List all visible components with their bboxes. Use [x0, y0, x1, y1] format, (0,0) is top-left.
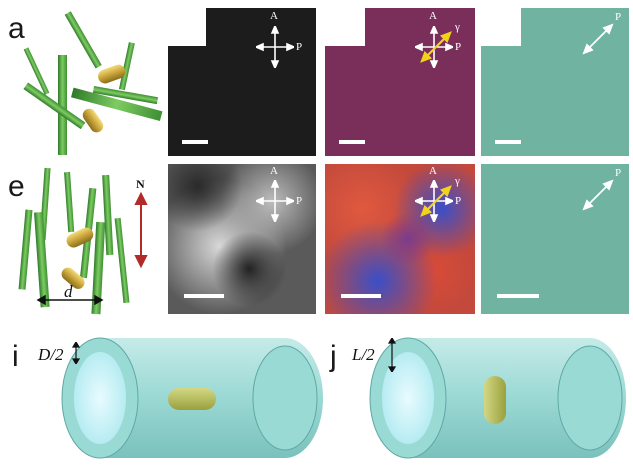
polarizer-cross-icon — [256, 26, 294, 68]
micrograph-g: A γ P — [325, 164, 475, 314]
rod — [23, 47, 50, 95]
gold-particle — [168, 388, 216, 410]
spacing-arrow — [36, 294, 104, 306]
scale-bar — [339, 140, 365, 144]
scale-bar — [182, 140, 208, 144]
scale-bar — [497, 294, 539, 298]
polarizer-label: P — [615, 11, 622, 23]
polarizer-cross-icon — [415, 180, 453, 222]
cylinder-inner-hole — [74, 352, 126, 444]
cylinder-illustration-j — [369, 337, 626, 459]
analyzer-label: A — [429, 10, 437, 22]
polarizer-label: P — [296, 41, 303, 53]
cylinder-far-end — [252, 345, 318, 451]
micrograph-f: A P — [168, 164, 316, 314]
rod — [23, 82, 86, 130]
cylinder-radius-label-j: L/2 — [352, 345, 375, 364]
analyzer-label: A — [429, 165, 437, 177]
panel-notch — [168, 8, 206, 46]
gold-particle — [66, 227, 94, 248]
rod — [34, 211, 50, 308]
polarizer-arrow-icon — [582, 179, 614, 211]
panel-letter-e: e — [8, 170, 25, 203]
rod — [102, 174, 114, 256]
rod — [58, 55, 67, 155]
polarizer-arrow-icon — [582, 23, 614, 55]
scale-bar — [184, 294, 224, 298]
wave-plate-arrow-icon — [420, 31, 452, 63]
panel-notch — [325, 8, 365, 46]
scale-bar — [495, 140, 521, 144]
cylinder-radius-label-i: D/2 — [38, 345, 64, 364]
director-label: N — [136, 177, 145, 191]
nematic-rods-illustration — [18, 167, 148, 315]
rod — [18, 209, 33, 290]
gold-particle — [98, 64, 126, 84]
micrograph-b: A P — [168, 8, 316, 156]
polarizer-label: P — [455, 41, 462, 53]
wave-plate-label: γ — [455, 21, 460, 33]
radius-arrow-i — [72, 342, 80, 364]
rod — [64, 11, 102, 69]
panel-letter-i: i — [12, 340, 19, 373]
polarizer-label: P — [455, 195, 462, 207]
gold-particle — [82, 108, 104, 133]
polarizer-label: P — [615, 167, 622, 179]
scale-bar — [341, 294, 381, 298]
micrograph-c: A γ P — [325, 8, 475, 156]
gold-particle — [61, 267, 85, 289]
polarizer-cross-icon — [415, 26, 453, 68]
micrograph-d: P — [481, 8, 629, 156]
gold-particle — [484, 376, 506, 424]
wave-plate-label: γ — [455, 175, 460, 187]
isotropic-rods-illustration — [23, 11, 163, 155]
cylinder-illustration-i — [61, 337, 323, 459]
panel-letter-j: j — [330, 340, 337, 373]
rod — [64, 171, 75, 233]
micrograph-h: P — [481, 164, 629, 314]
panel-notch — [481, 8, 521, 46]
spacing-label: d — [64, 282, 73, 301]
radius-arrow-j — [388, 338, 396, 372]
analyzer-label: A — [270, 165, 278, 177]
analyzer-label: A — [270, 10, 278, 22]
rod — [114, 217, 130, 304]
panel-letter-a: a — [8, 12, 25, 45]
rod — [92, 85, 159, 105]
cylinder-far-end — [557, 345, 623, 451]
director-arrow — [134, 191, 148, 269]
rod — [91, 221, 106, 315]
cylinder-inner-hole — [382, 352, 434, 444]
polarizer-cross-icon — [256, 180, 294, 222]
rod — [71, 87, 163, 122]
polarizer-label: P — [296, 195, 303, 207]
rod — [118, 42, 135, 91]
wave-plate-arrow-icon — [420, 185, 452, 217]
